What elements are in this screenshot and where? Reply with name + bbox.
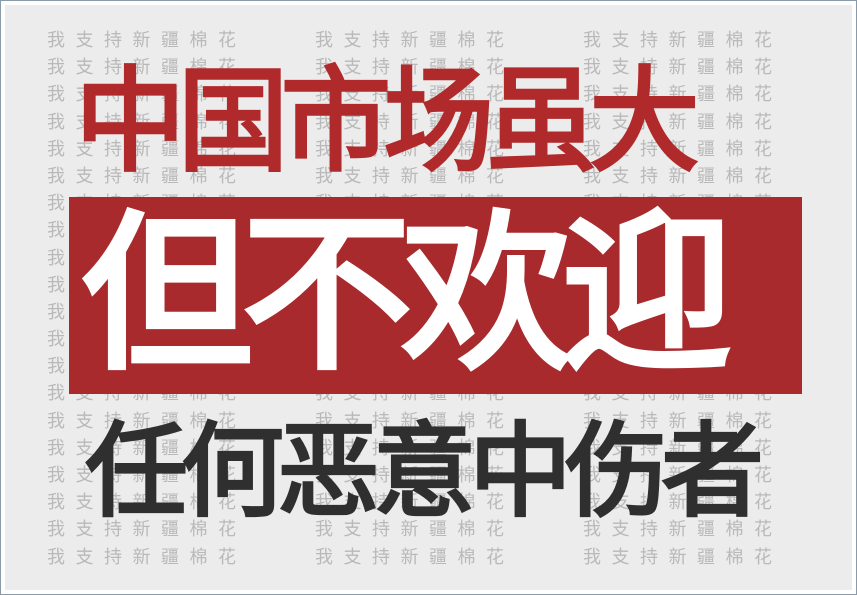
poster: 我支持新疆棉花 我支持新疆棉花 我支持新疆棉花 我支持新疆棉花 我支持新疆棉花 我支持新疆…: [5, 5, 852, 590]
background-text-group: 我支持新疆棉花: [583, 437, 783, 459]
background-text-row: 我支持新疆棉花 我支持新疆棉花 我支持新疆棉花: [5, 544, 852, 571]
background-text-group: 我支持新疆棉花: [47, 492, 247, 514]
background-text-row: 我支持新疆棉花 我支持新疆棉花 我支持新疆棉花: [5, 136, 852, 163]
background-text-group: 我支持新疆棉花: [315, 465, 515, 486]
background-text-row: 我支持新疆棉花 我支持新疆棉花 我支持新疆棉花: [5, 408, 852, 435]
background-text-group: 我支持新疆棉花: [315, 138, 515, 160]
background-text-group: 我支持新疆棉花: [47, 546, 247, 568]
background-text-group: 我支持新疆棉花: [583, 410, 783, 432]
background-text-group: 我支持新疆棉花: [315, 165, 515, 187]
background-text-group: 我支持新疆棉花: [583, 84, 783, 106]
background-text-group: 我支持新疆棉花: [47, 57, 247, 79]
headline-middle: 但不欢迎: [81, 194, 733, 395]
background-text-group: 我支持新疆棉花: [315, 492, 515, 514]
background-text-group: 我支持新疆棉花: [47, 165, 247, 187]
background-text-group: 我支持新疆棉花: [315, 519, 515, 541]
background-text-group: 我支持新疆棉花: [583, 165, 783, 187]
background-text-group: 我支持新疆棉花: [315, 437, 515, 459]
background-text-group: 我支持新疆棉花: [47, 30, 247, 51]
background-text-row: 我支持新疆棉花 我支持新疆棉花 我支持新疆棉花: [5, 462, 852, 489]
background-text-group: 我支持新疆棉花: [583, 30, 783, 51]
background-text-group: 我支持新疆棉花: [583, 465, 783, 486]
background-text-group: 我支持新疆棉花: [47, 437, 247, 459]
background-text-row: 我支持新疆棉花 我支持新疆棉花 我支持新疆棉花: [5, 163, 852, 190]
background-text-row: 我支持新疆棉花 我支持新疆棉花 我支持新疆棉花: [5, 81, 852, 108]
background-text-group: 我支持新疆棉花: [315, 111, 515, 133]
background-text-row: 我支持新疆棉花 我支持新疆棉花 我支持新疆棉花: [5, 489, 852, 516]
background-text-group: 我支持新疆棉花: [583, 546, 783, 568]
background-text-row: 我支持新疆棉花 我支持新疆棉花 我支持新疆棉花: [5, 435, 852, 462]
background-text-row: 我支持新疆棉花 我支持新疆棉花 我支持新疆棉花: [5, 109, 852, 136]
background-text-group: 我支持新疆棉花: [583, 138, 783, 160]
background-text-group: 我支持新疆棉花: [47, 138, 247, 160]
background-text-group: 我支持新疆棉花: [47, 410, 247, 432]
background-text-group: 我支持新疆棉花: [583, 57, 783, 79]
background-text-row: 我支持新疆棉花 我支持新疆棉花 我支持新疆棉花: [5, 516, 852, 543]
background-text-group: 我支持新疆棉花: [47, 84, 247, 106]
background-text-group: 我支持新疆棉花: [47, 465, 247, 486]
background-text-row: 我支持新疆棉花 我支持新疆棉花 我支持新疆棉花: [5, 27, 852, 54]
background-text-row: 我支持新疆棉花 我支持新疆棉花 我支持新疆棉花: [5, 54, 852, 81]
background-text-group: 我支持新疆棉花: [315, 30, 515, 51]
headline-bottom: 任何恶意中伤者: [85, 412, 764, 532]
background-text-group: 我支持新疆棉花: [315, 546, 515, 568]
headline-top: 中国市场虽大: [75, 55, 700, 188]
background-text-group: 我支持新疆棉花: [583, 111, 783, 133]
background-text-group: 我支持新疆棉花: [583, 519, 783, 541]
background-text-group: 我支持新疆棉花: [583, 492, 783, 514]
background-text-group: 我支持新疆棉花: [315, 84, 515, 106]
background-text-group: 我支持新疆棉花: [47, 519, 247, 541]
background-text-group: 我支持新疆棉花: [47, 111, 247, 133]
red-banner: [69, 197, 802, 394]
background-text-group: 我支持新疆棉花: [315, 57, 515, 79]
background-text-group: 我支持新疆棉花: [315, 410, 515, 432]
